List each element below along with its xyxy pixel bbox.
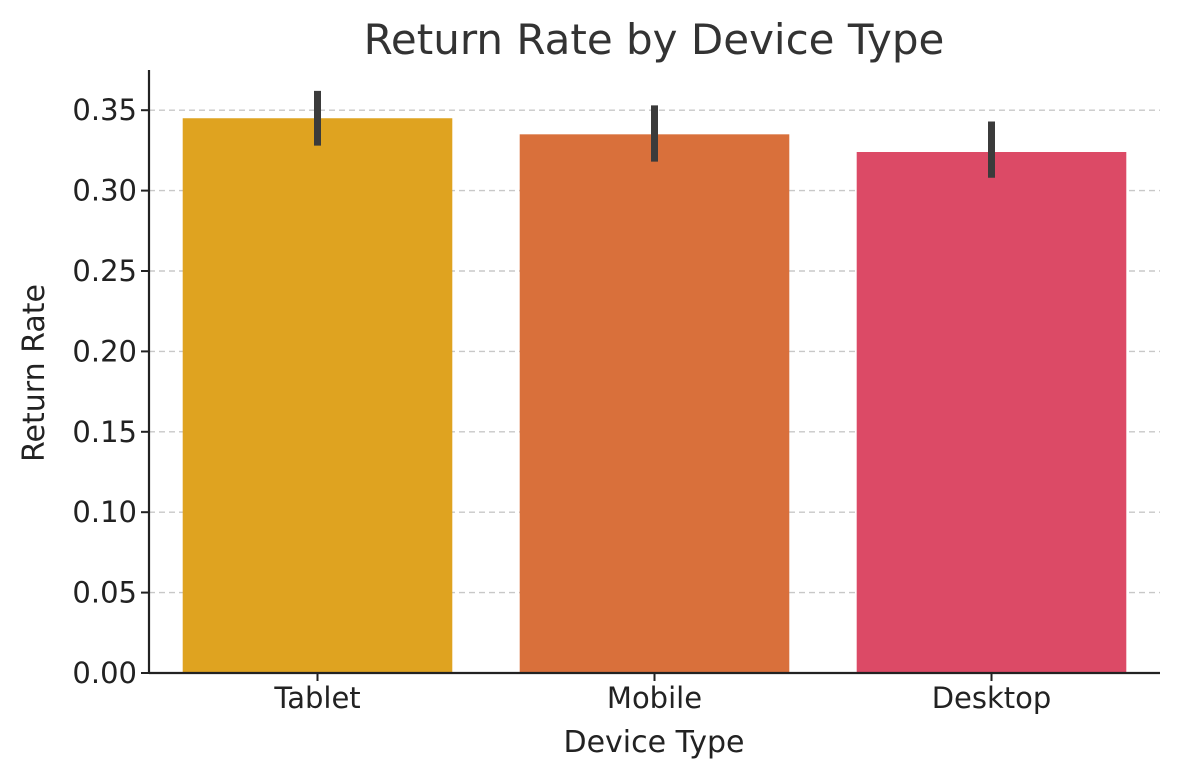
y-tick-label: 0.05 bbox=[72, 576, 137, 610]
x-tick-label: Mobile bbox=[607, 681, 702, 715]
bar-tablet bbox=[182, 118, 453, 674]
y-axis-ticks: 0.00 0.05 0.10 0.15 0.20 0.25 0.30 0.35 bbox=[72, 93, 149, 690]
y-axis-title: Return Rate bbox=[17, 284, 52, 462]
x-tick-label: Desktop bbox=[932, 681, 1052, 715]
chart-title: Return Rate by Device Type bbox=[364, 15, 945, 64]
y-tick-label: 0.15 bbox=[72, 415, 137, 449]
y-tick-label: 0.00 bbox=[72, 656, 137, 690]
y-tick-label: 0.30 bbox=[72, 174, 137, 208]
y-tick-label: 0.20 bbox=[72, 334, 137, 368]
bar-mobile bbox=[519, 134, 790, 673]
bar-desktop bbox=[856, 152, 1127, 673]
y-tick-label: 0.35 bbox=[72, 93, 137, 127]
error-bars bbox=[314, 90, 995, 178]
x-tick-label: Tablet bbox=[273, 681, 360, 715]
y-tick-label: 0.10 bbox=[72, 495, 137, 529]
x-axis-ticks: Tablet Mobile Desktop bbox=[273, 673, 1051, 715]
y-tick-label: 0.25 bbox=[72, 254, 137, 288]
bars bbox=[182, 118, 1127, 674]
x-axis-title: Device Type bbox=[563, 725, 744, 760]
